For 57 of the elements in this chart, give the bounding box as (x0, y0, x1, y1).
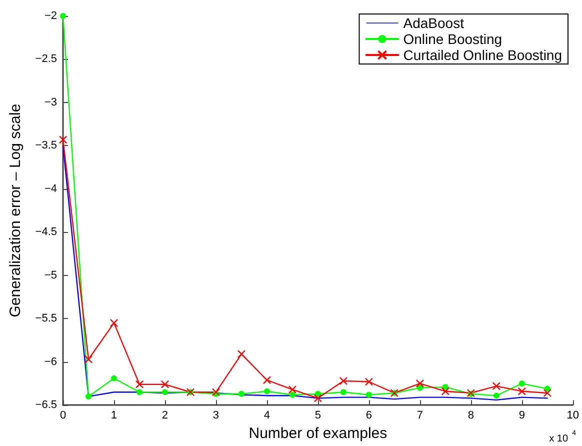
y-tick-label: −5 (44, 269, 57, 282)
point (160, 380, 170, 388)
point (416, 379, 424, 388)
point (110, 375, 117, 382)
point (518, 387, 526, 396)
y-tick-label: −4 (44, 182, 57, 195)
y-tick-label: −3.5 (35, 140, 57, 152)
point (84, 355, 93, 364)
point (110, 318, 118, 328)
point (212, 388, 220, 396)
point (492, 382, 500, 390)
y-tick-label: −6.5 (35, 399, 57, 412)
x-tick-label: 1 (110, 410, 118, 422)
x-axis-title: Number of examples (248, 425, 388, 442)
legend-label: AdaBoost (403, 15, 464, 31)
point (289, 392, 296, 398)
point (366, 392, 372, 398)
point (364, 378, 374, 386)
point (135, 380, 144, 388)
y-tick-label: −2 (44, 10, 57, 22)
point (493, 392, 500, 399)
x-tick-label: 4 (264, 410, 270, 422)
y-tick-label: −6 (44, 356, 57, 368)
point (441, 387, 450, 396)
point (288, 385, 297, 394)
x-tick-label: 0 (60, 410, 66, 422)
x-tick-label: 10 (566, 410, 580, 422)
y-axis-title: Generalization error – Log scale (7, 104, 24, 318)
point (543, 388, 552, 398)
point (136, 389, 142, 396)
y-tick-label: −2.5 (35, 53, 57, 66)
point (416, 384, 423, 391)
x-tick-label: 8 (468, 410, 474, 422)
point (60, 13, 66, 19)
point (340, 389, 346, 396)
point (518, 380, 525, 386)
point (264, 388, 270, 394)
x-tick-label: 5 (314, 410, 322, 422)
point (86, 393, 92, 400)
point (314, 394, 322, 402)
x-tick-label: 2 (162, 410, 168, 422)
legend-label: Online Boosting (403, 31, 502, 47)
point (544, 386, 550, 392)
x-tick-label: 7 (416, 410, 423, 422)
legend-label: Curtailed Online Boosting (403, 47, 562, 63)
point (162, 389, 168, 396)
point (262, 376, 272, 384)
point (339, 376, 348, 385)
point (238, 390, 244, 397)
x-tick-label: 9 (518, 410, 525, 422)
point (237, 350, 246, 358)
x-tick-label: 6 (366, 410, 372, 422)
y-tick-label: −4.5 (35, 226, 57, 238)
y-tick-label: −5.5 (35, 312, 57, 325)
y-tick-label: −3 (44, 96, 57, 108)
x-tick-label: 3 (212, 410, 220, 422)
point (58, 136, 68, 144)
